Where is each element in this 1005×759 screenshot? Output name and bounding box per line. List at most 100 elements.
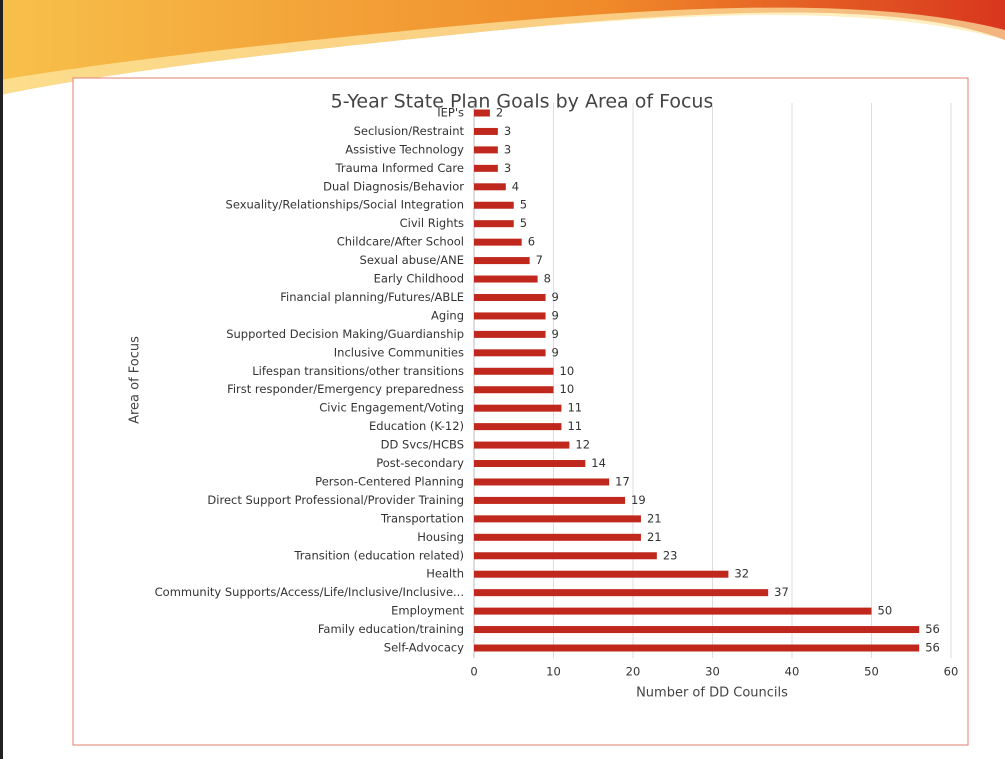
bar xyxy=(474,164,498,172)
y-tick-label: Seclusion/Restraint xyxy=(354,124,465,138)
bar xyxy=(474,423,562,431)
y-tick-label: Inclusive Communities xyxy=(334,345,464,359)
data-label: 9 xyxy=(552,290,559,304)
bar xyxy=(474,349,546,357)
bar xyxy=(474,146,498,154)
data-label: 3 xyxy=(504,161,511,175)
bar xyxy=(474,515,641,523)
bar xyxy=(474,109,490,117)
bar xyxy=(474,201,514,209)
data-label: 5 xyxy=(520,198,527,212)
y-tick-label: DD Svcs/HCBS xyxy=(381,438,464,452)
chart-title: 5-Year State Plan Goals by Area of Focus xyxy=(331,91,714,113)
y-tick-label: Trauma Informed Care xyxy=(335,161,464,175)
data-label: 9 xyxy=(552,327,559,341)
x-axis-label: Number of DD Councils xyxy=(636,686,788,701)
data-label: 8 xyxy=(544,272,551,286)
y-tick-label: Early Childhood xyxy=(374,272,464,286)
y-tick-label: Sexual abuse/ANE xyxy=(360,253,464,267)
bar xyxy=(474,626,920,634)
y-tick-label: Sexuality/Relationships/Social Integrati… xyxy=(226,198,464,212)
data-label: 23 xyxy=(663,548,678,562)
data-label: 12 xyxy=(575,438,590,452)
y-tick-label: Education (K-12) xyxy=(369,419,464,433)
y-tick-label: Lifespan transitions/other transitions xyxy=(252,364,464,378)
data-label: 21 xyxy=(647,530,662,544)
bar xyxy=(474,552,657,560)
y-tick-label: Dual Diagnosis/Behavior xyxy=(323,179,464,193)
y-tick-label: Supported Decision Making/Guardianship xyxy=(226,327,464,341)
y-tick-label: Family education/training xyxy=(318,622,464,636)
data-label: 56 xyxy=(925,622,940,636)
bar xyxy=(474,127,498,135)
data-label: 3 xyxy=(504,124,511,138)
x-tick-label: 30 xyxy=(705,665,720,679)
bar xyxy=(474,478,610,486)
data-label: 21 xyxy=(647,511,662,525)
y-tick-label: Civil Rights xyxy=(400,216,464,230)
data-label: 3 xyxy=(504,142,511,156)
bar xyxy=(474,589,769,597)
bar xyxy=(474,570,729,578)
swoosh-highlight xyxy=(0,7,1005,95)
x-tick-label: 60 xyxy=(944,665,959,679)
data-label: 6 xyxy=(528,235,535,249)
data-label: 9 xyxy=(552,345,559,359)
data-label: 5 xyxy=(520,216,527,230)
y-tick-label: Assistive Technology xyxy=(345,142,464,156)
x-tick-label: 40 xyxy=(785,665,800,679)
data-label: 10 xyxy=(560,364,575,378)
data-label: 9 xyxy=(552,308,559,322)
y-tick-label: Childcare/After School xyxy=(337,235,464,249)
data-label: 7 xyxy=(536,253,543,267)
y-tick-label: IEP's xyxy=(437,106,464,120)
bar xyxy=(474,607,872,615)
data-label: 4 xyxy=(512,179,519,193)
y-tick-label: Direct Support Professional/Provider Tra… xyxy=(207,493,464,507)
y-axis-label: Area of Focus xyxy=(128,336,143,424)
bar xyxy=(474,312,546,320)
bar xyxy=(474,238,522,246)
y-tick-label: Person-Centered Planning xyxy=(315,474,464,488)
bar xyxy=(474,386,554,394)
data-label: 19 xyxy=(631,493,646,507)
bar xyxy=(474,404,562,412)
data-label: 17 xyxy=(615,474,630,488)
bar xyxy=(474,275,538,283)
y-tick-label: Post-secondary xyxy=(376,456,464,470)
data-label: 14 xyxy=(591,456,606,470)
data-label: 37 xyxy=(774,585,789,599)
bar xyxy=(474,220,514,228)
x-tick-label: 0 xyxy=(470,665,477,679)
bar xyxy=(474,257,530,265)
y-tick-label: Community Supports/Access/Life/Inclusive… xyxy=(155,585,464,599)
data-label: 11 xyxy=(567,419,582,433)
bar xyxy=(474,533,641,541)
slide-edge xyxy=(0,0,3,759)
data-label: 10 xyxy=(560,382,575,396)
bar xyxy=(474,330,546,338)
data-label: 11 xyxy=(567,401,582,415)
bar xyxy=(474,496,626,504)
bar xyxy=(474,460,586,468)
x-tick-label: 10 xyxy=(546,665,561,679)
x-tick-label: 50 xyxy=(864,665,879,679)
y-tick-label: Employment xyxy=(391,604,464,618)
bar xyxy=(474,293,546,301)
y-tick-label: Health xyxy=(426,567,464,581)
data-label: 32 xyxy=(734,567,749,581)
y-tick-label: Housing xyxy=(417,530,464,544)
y-tick-label: Transportation xyxy=(380,511,464,525)
y-tick-label: Financial planning/Futures/ABLE xyxy=(280,290,464,304)
y-tick-label: Self-Advocacy xyxy=(384,641,464,655)
data-label: 56 xyxy=(925,641,940,655)
y-tick-label: First responder/Emergency preparedness xyxy=(227,382,464,396)
bar xyxy=(474,644,920,652)
data-label: 2 xyxy=(496,106,503,120)
bar xyxy=(474,441,570,449)
y-tick-label: Transition (education related) xyxy=(293,548,464,562)
bar xyxy=(474,367,554,375)
y-tick-label: Civic Engagement/Voting xyxy=(319,401,464,415)
bar xyxy=(474,183,506,191)
